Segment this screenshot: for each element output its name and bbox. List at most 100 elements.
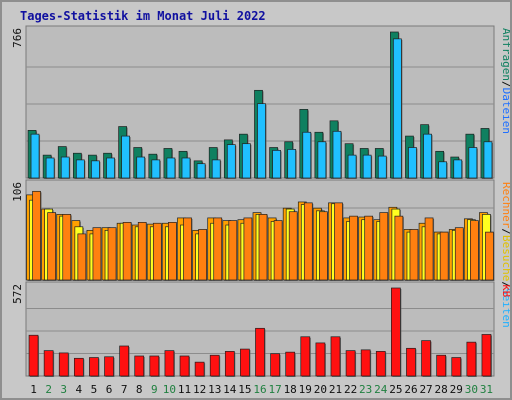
bar-rechner-day-5 bbox=[92, 227, 102, 281]
x-axis-labels: 1 2 3 4 5 6 7 8 9 10 11 12 13 14 15 16 17 18 19 20 21 22 23 24 2… bbox=[30, 383, 493, 396]
bar-dateien-day-11 bbox=[181, 157, 191, 179]
chart-panel-1: 766 Anfragen/Dateien bbox=[11, 25, 510, 179]
x-tick-label: 19 bbox=[299, 383, 312, 396]
bar-dateien-day-2 bbox=[45, 157, 55, 179]
x-tick-label: 13 bbox=[208, 383, 221, 396]
bar-dateien-day-13 bbox=[211, 159, 221, 179]
bar-rechner-day-12 bbox=[198, 229, 207, 281]
x-tick-label: 27 bbox=[419, 383, 432, 396]
bar-rechner-day-9 bbox=[152, 222, 162, 281]
x-tick-label: 20 bbox=[314, 383, 327, 396]
legend-entry: Rechner bbox=[500, 182, 510, 229]
bar-kb-day-24 bbox=[375, 351, 386, 377]
bar-kb-day-1 bbox=[28, 334, 39, 377]
page-title: Tages-Statistik im Monat Juli 2022 bbox=[20, 9, 266, 23]
bar-rechner-day-28 bbox=[439, 231, 449, 281]
x-tick-label: 10 bbox=[163, 383, 176, 396]
bar-rechner-day-7 bbox=[122, 222, 132, 281]
x-tick-label: 16 bbox=[253, 383, 266, 396]
bar-rechner-day-20 bbox=[319, 211, 328, 281]
bar-kb-day-10 bbox=[164, 350, 175, 377]
bar-rechner-day-16 bbox=[258, 214, 268, 281]
bar-dateien-day-5 bbox=[91, 160, 100, 179]
bar-dateien-day-25 bbox=[393, 38, 402, 179]
bar-kb-day-21 bbox=[330, 336, 341, 377]
bar-dateien-day-4 bbox=[75, 159, 85, 179]
bar-dateien-day-19 bbox=[302, 131, 312, 179]
bar-rechner-day-25 bbox=[394, 215, 404, 281]
bar-kb-day-2 bbox=[43, 350, 54, 377]
bar-dateien-day-16 bbox=[257, 103, 266, 179]
bar-rechner-day-6 bbox=[107, 227, 117, 281]
bar-kb-day-22 bbox=[345, 350, 356, 377]
legend-entry: / bbox=[500, 81, 510, 88]
x-tick-label: 5 bbox=[91, 383, 98, 396]
bar-kb-day-13 bbox=[209, 354, 220, 377]
x-tick-label: 25 bbox=[389, 383, 402, 396]
x-tick-label: 9 bbox=[151, 383, 158, 396]
x-tick-label: 31 bbox=[480, 383, 493, 396]
bar-rechner-day-19 bbox=[303, 202, 313, 281]
axis-max-label: 766 bbox=[11, 28, 24, 48]
x-tick-label: 3 bbox=[60, 383, 67, 396]
bar-dateien-day-27 bbox=[423, 133, 432, 179]
x-tick-label: 28 bbox=[435, 383, 448, 396]
x-tick-label: 2 bbox=[45, 383, 52, 396]
x-tick-label: 29 bbox=[450, 383, 463, 396]
x-tick-label: 14 bbox=[223, 383, 237, 396]
x-tick-label: 30 bbox=[465, 383, 478, 396]
bar-rechner-day-1 bbox=[32, 190, 41, 281]
bar-kb-day-18 bbox=[285, 351, 296, 377]
legend-entry: Anfragen bbox=[500, 28, 510, 81]
bar-dateien-day-10 bbox=[166, 157, 176, 179]
legend-entry: kB bbox=[500, 284, 510, 298]
bar-dateien-day-7 bbox=[121, 135, 130, 179]
bar-kb-day-16 bbox=[255, 327, 265, 377]
chart-panel-3: 572 kB bbox=[11, 281, 510, 377]
bar-dateien-day-14 bbox=[226, 144, 236, 179]
bar-rechner-day-2 bbox=[47, 212, 56, 281]
bar-rechner-day-24 bbox=[379, 212, 389, 281]
bar-rechner-day-17 bbox=[273, 220, 283, 281]
bar-rechner-day-8 bbox=[137, 222, 147, 281]
bar-kb-day-17 bbox=[270, 353, 280, 377]
legend-entry: Dateien bbox=[500, 88, 510, 134]
legend: Anfragen/Dateien bbox=[500, 28, 510, 134]
bar-rechner-day-3 bbox=[62, 214, 72, 281]
bar-kb-day-7 bbox=[119, 345, 129, 377]
bar-rechner-day-4 bbox=[77, 233, 87, 281]
bar-rechner-day-10 bbox=[168, 222, 177, 281]
bar-rechner-day-26 bbox=[409, 229, 419, 281]
legend: kB bbox=[500, 284, 510, 298]
bar-rechner-day-15 bbox=[243, 217, 253, 281]
bar-dateien-day-24 bbox=[377, 155, 387, 179]
legend-entry: / bbox=[500, 281, 510, 288]
bar-kb-day-19 bbox=[300, 336, 311, 377]
bar-kb-day-30 bbox=[466, 341, 477, 377]
bar-kb-day-26 bbox=[406, 347, 416, 377]
bar-kb-day-12 bbox=[194, 361, 205, 377]
x-tick-label: 21 bbox=[329, 383, 342, 396]
bar-dateien-day-1 bbox=[30, 133, 40, 179]
bar-dateien-day-6 bbox=[106, 157, 115, 179]
x-tick-label: 11 bbox=[178, 383, 191, 396]
x-tick-label: 1 bbox=[30, 383, 37, 396]
bar-dateien-day-20 bbox=[317, 141, 327, 179]
bar-dateien-day-28 bbox=[438, 161, 448, 179]
bar-kb-day-15 bbox=[240, 348, 250, 377]
x-tick-label: 6 bbox=[106, 383, 113, 396]
legend-entry: Besuche bbox=[500, 235, 510, 281]
bar-kb-day-25 bbox=[391, 287, 401, 377]
x-tick-label: 22 bbox=[344, 383, 357, 396]
bar-dateien-day-15 bbox=[242, 143, 251, 179]
bar-rechner-day-14 bbox=[228, 220, 238, 281]
x-tick-label: 15 bbox=[238, 383, 251, 396]
bar-rechner-day-31 bbox=[485, 231, 494, 281]
bar-dateien-day-26 bbox=[408, 147, 417, 179]
bar-rechner-day-27 bbox=[424, 217, 434, 281]
x-tick-label: 18 bbox=[284, 383, 297, 396]
axis-max-label: 572 bbox=[11, 284, 24, 304]
